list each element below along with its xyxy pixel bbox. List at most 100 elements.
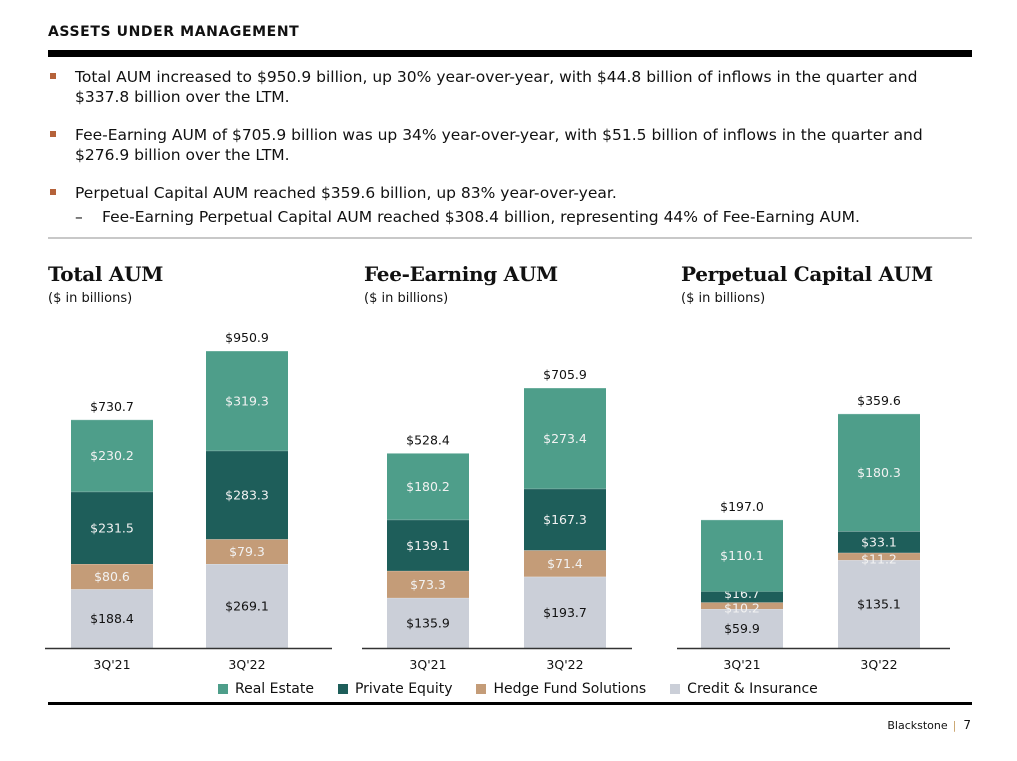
x-tick-label: 3Q'22 [546,657,583,672]
bottom-rule [48,702,972,705]
bar-segment-hedge-fund-solutions [524,550,606,577]
data-label: $269.1 [225,599,269,614]
bar-segment-credit-insurance [206,564,288,648]
dash-bullet-icon: – [75,208,83,226]
bar-segment-hedge-fund-solutions [701,602,783,609]
square-bullet-icon [50,73,56,79]
data-label: $135.1 [857,597,901,612]
bullet-item: Perpetual Capital AUM reached $359.6 bil… [48,183,948,227]
data-label: $79.3 [229,544,265,559]
chart-title: Fee-Earning AUM [364,262,558,286]
total-aum-header: Total AUM ($ in billions) [48,262,163,306]
bullet-text: Perpetual Capital AUM reached $359.6 bil… [75,184,617,202]
chart-subtitle: ($ in billions) [364,291,449,306]
chart-title: Total AUM [48,262,164,286]
bar-segment-private-equity [701,591,783,603]
x-tick-label: 3Q'21 [723,657,760,672]
data-label: $110.1 [720,548,764,563]
footer-brand: Blackstone [887,718,948,732]
data-label: $59.9 [724,621,760,636]
square-bullet-icon [50,189,56,195]
legend-swatch-icon [218,684,228,694]
x-tick-label: 3Q'21 [93,657,130,672]
total-label: $197.0 [720,499,764,514]
bar-segment-credit-insurance [71,589,153,648]
data-label: $73.3 [410,577,446,592]
chart-subtitle: ($ in billions) [681,291,766,306]
bar-segment-hedge-fund-solutions [387,570,469,598]
bar-segment-credit-insurance [387,597,469,648]
legend-label: Real Estate [235,681,314,697]
total-label: $730.7 [90,399,134,414]
total-label: $950.9 [225,330,269,345]
bullet-text: Fee-Earning AUM of $705.9 billion was up… [75,126,923,164]
bar-segment-credit-insurance [701,609,783,648]
bar-segment-real-estate [701,519,783,592]
bar-segment-private-equity [71,491,153,564]
legend-label: Credit & Insurance [687,681,818,697]
bar-segment-credit-insurance [838,560,920,648]
data-label: $11.2 [861,551,897,566]
bar-segment-hedge-fund-solutions [838,552,920,561]
legend-swatch-icon [337,684,348,694]
data-label: $167.3 [543,512,587,527]
data-label: $80.6 [94,569,130,584]
data-label: $230.2 [90,448,134,463]
bar-segment-private-equity [838,531,920,553]
x-tick-label: 3Q'21 [409,657,446,672]
bullet-item: Fee-Earning AUM of $705.9 billion was up… [48,125,948,165]
data-label: $10.2 [724,601,760,616]
bar-segment-real-estate [524,388,606,489]
perpetual-capital-aum-header: Perpetual Capital AUM ($ in billions) [681,262,933,306]
x-tick-label: 3Q'22 [860,657,897,672]
legend-swatch-icon [476,684,487,694]
legend-item-hedge-fund-solutions: Hedge Fund Solutions [476,681,646,697]
data-label: $273.4 [543,431,587,446]
data-label: $33.1 [861,535,897,550]
bar-segment-private-equity [206,450,288,540]
bar-segment-credit-insurance [524,576,606,648]
legend-label: Private Equity [354,681,453,697]
data-label: $180.3 [857,465,901,480]
bar-segment-real-estate [71,419,153,492]
chart-legend: Real Estate Private Equity Hedge Fund So… [218,681,842,697]
chart-subtitle: ($ in billions) [48,291,133,306]
data-label: $180.2 [406,479,450,494]
footer-separator: | [952,718,957,732]
total-label: $528.4 [406,432,450,447]
legend-item-private-equity: Private Equity [337,681,453,697]
data-label: $188.4 [90,611,134,626]
total-label: $359.6 [857,393,901,408]
data-label: $283.3 [225,487,269,502]
data-label: $319.3 [225,393,269,408]
footer: Blackstone | 7 [887,718,971,732]
bullet-text: Total AUM increased to $950.9 billion, u… [75,68,918,106]
data-label: $135.9 [406,616,450,631]
bar-segment-hedge-fund-solutions [71,564,153,590]
fee-earning-aum-header: Fee-Earning AUM ($ in billions) [364,262,558,306]
page-number: 7 [963,718,971,732]
bar-segment-private-equity [524,488,606,551]
chart-title: Perpetual Capital AUM [681,262,933,286]
data-label: $71.4 [547,556,583,571]
heading-rule [48,50,972,57]
bar-segment-hedge-fund-solutions [206,539,288,564]
summary-bullets: Total AUM increased to $950.9 billion, u… [48,67,948,227]
legend-label: Hedge Fund Solutions [493,681,647,697]
bar-segment-private-equity [387,519,469,571]
sub-bullet-text: Fee-Earning Perpetual Capital AUM reache… [102,208,860,226]
data-label: $193.7 [543,605,587,620]
section-divider [48,237,972,239]
x-tick-label: 3Q'22 [228,657,265,672]
data-label: $231.5 [90,520,134,535]
data-label: $139.1 [406,538,450,553]
legend-swatch-icon [670,684,681,694]
bar-segment-real-estate [838,413,920,532]
square-bullet-icon [50,131,56,137]
total-label: $705.9 [543,367,587,382]
bar-segment-real-estate [387,453,469,520]
legend-item-real-estate: Real Estate [218,681,314,697]
sub-bullet-item: – Fee-Earning Perpetual Capital AUM reac… [75,207,948,227]
page-title: ASSETS UNDER MANAGEMENT [48,24,300,40]
